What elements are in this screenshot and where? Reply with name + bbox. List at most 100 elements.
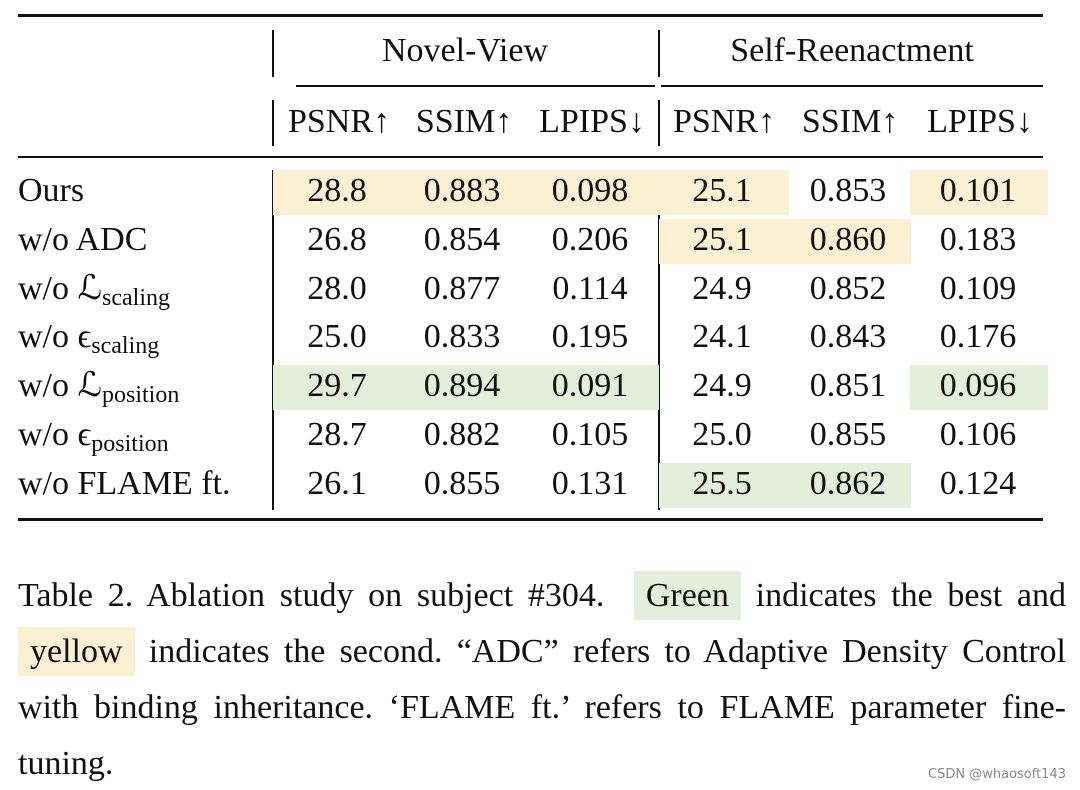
vertical-rule [658,30,660,77]
cell: 0.843 [809,318,887,356]
cell: 0.853 [809,172,887,209]
caption-text: indicates the second. “ADC” refers to Ad… [18,633,1067,782]
cell: 0.855 [809,416,887,453]
cell: 0.833 [423,318,501,356]
cell: 0.096 [939,367,1017,405]
row-label-sub: position [91,431,169,457]
column-header: PSNR↑ [672,103,776,140]
highlight [526,170,659,215]
cell: 0.109 [939,269,1017,307]
cell: 25.0 [307,318,367,356]
cell: 24.9 [692,367,752,405]
cell: 0.105 [551,416,629,453]
watermark: CSDN @whaosoft143 [928,767,1066,782]
row-label-text: w/o ℒ [18,269,102,307]
cell: 25.1 [692,172,752,209]
highlight [659,462,789,508]
cell: 0.098 [551,172,629,209]
row-label-sub: scaling [91,333,160,360]
cell: 0.195 [551,318,629,356]
caption-best: Green [633,571,741,620]
cell: 28.0 [307,269,367,307]
cell: 25.0 [692,416,752,453]
column-header: SSIM↑ [801,103,899,140]
cell: 26.8 [307,220,367,258]
highlight [400,170,527,215]
vertical-rule [658,100,660,146]
cell: 24.1 [692,318,752,356]
cell: 0.894 [423,367,501,405]
highlight [910,170,1048,215]
row-label-text: w/o ADC [18,220,148,258]
row-label-text: w/o ϵ [18,318,92,356]
cell: 29.7 [307,367,367,405]
cell: 0.882 [423,416,501,453]
cell: 0.862 [809,464,887,502]
column-header: PSNR↑ [287,103,391,140]
row-label-text: w/o ℒ [18,367,102,405]
cell: 28.7 [307,416,367,453]
row-label: w/o ℒposition [18,366,179,415]
cell: 0.206 [551,220,629,258]
group-rule [296,85,655,87]
bottom-rule [18,518,1043,521]
row-label: w/o FLAME ft. [18,464,231,504]
group-header: Self-Reenactment [730,32,974,69]
cell: 0.176 [939,318,1017,356]
cell: 0.114 [552,269,628,307]
cell: 0.851 [809,367,887,405]
group-rule [661,85,1043,87]
cell: 0.106 [939,416,1017,453]
highlight [788,462,911,508]
row-label: w/o ℒscaling [18,269,170,318]
highlight [273,365,401,411]
row-label: w/o ϵscaling [18,317,159,366]
row-label-text: w/o FLAME ft. [18,464,231,502]
highlight [400,365,527,411]
cell: 0.183 [939,220,1017,258]
cell: 0.883 [423,172,501,209]
cell: 0.852 [809,269,887,307]
row-label: w/o ADC [18,220,147,260]
column-header: LPIPS↓ [539,103,645,140]
cell: 0.854 [423,220,501,258]
caption-text: indicates the best and [755,577,1067,614]
row-label-text: w/o ϵ [18,416,92,453]
group-header: Novel-View [381,32,549,69]
caption: Table 2. Ablation study on subject #304.… [18,568,1066,790]
highlight [526,365,659,411]
highlight [910,365,1048,411]
row-label-sub: scaling [102,284,170,311]
vertical-rule [272,170,274,510]
cell: 0.855 [423,464,501,502]
mid-rule [18,156,1043,158]
cell: 25.1 [692,220,752,258]
column-header: LPIPS↓ [927,103,1033,140]
column-header: SSIM↑ [415,103,513,140]
cell: 0.124 [939,464,1017,502]
cell: 25.5 [692,464,752,502]
row-label-sub: position [102,382,180,409]
row-label: Ours [18,171,84,211]
vertical-rule [272,30,274,77]
highlight [788,218,911,264]
vertical-rule [272,100,274,146]
cell: 0.101 [939,172,1017,209]
highlight [659,170,789,215]
highlight [273,170,401,215]
highlight [659,218,789,264]
vertical-rule [658,170,660,510]
cell: 0.091 [551,367,629,405]
row-label: w/o ϵposition [18,415,169,464]
cell: 0.860 [809,220,887,258]
cell: 0.131 [551,464,629,502]
cell: 26.1 [307,464,367,502]
cell: 28.8 [307,172,367,209]
row-label-text: Ours [18,172,85,209]
caption-text: Table 2. Ablation study on subject #304. [18,577,605,614]
top-rule [18,14,1043,17]
caption-second: yellow [18,627,135,676]
cell: 24.9 [692,269,752,307]
cell: 0.877 [423,269,501,307]
